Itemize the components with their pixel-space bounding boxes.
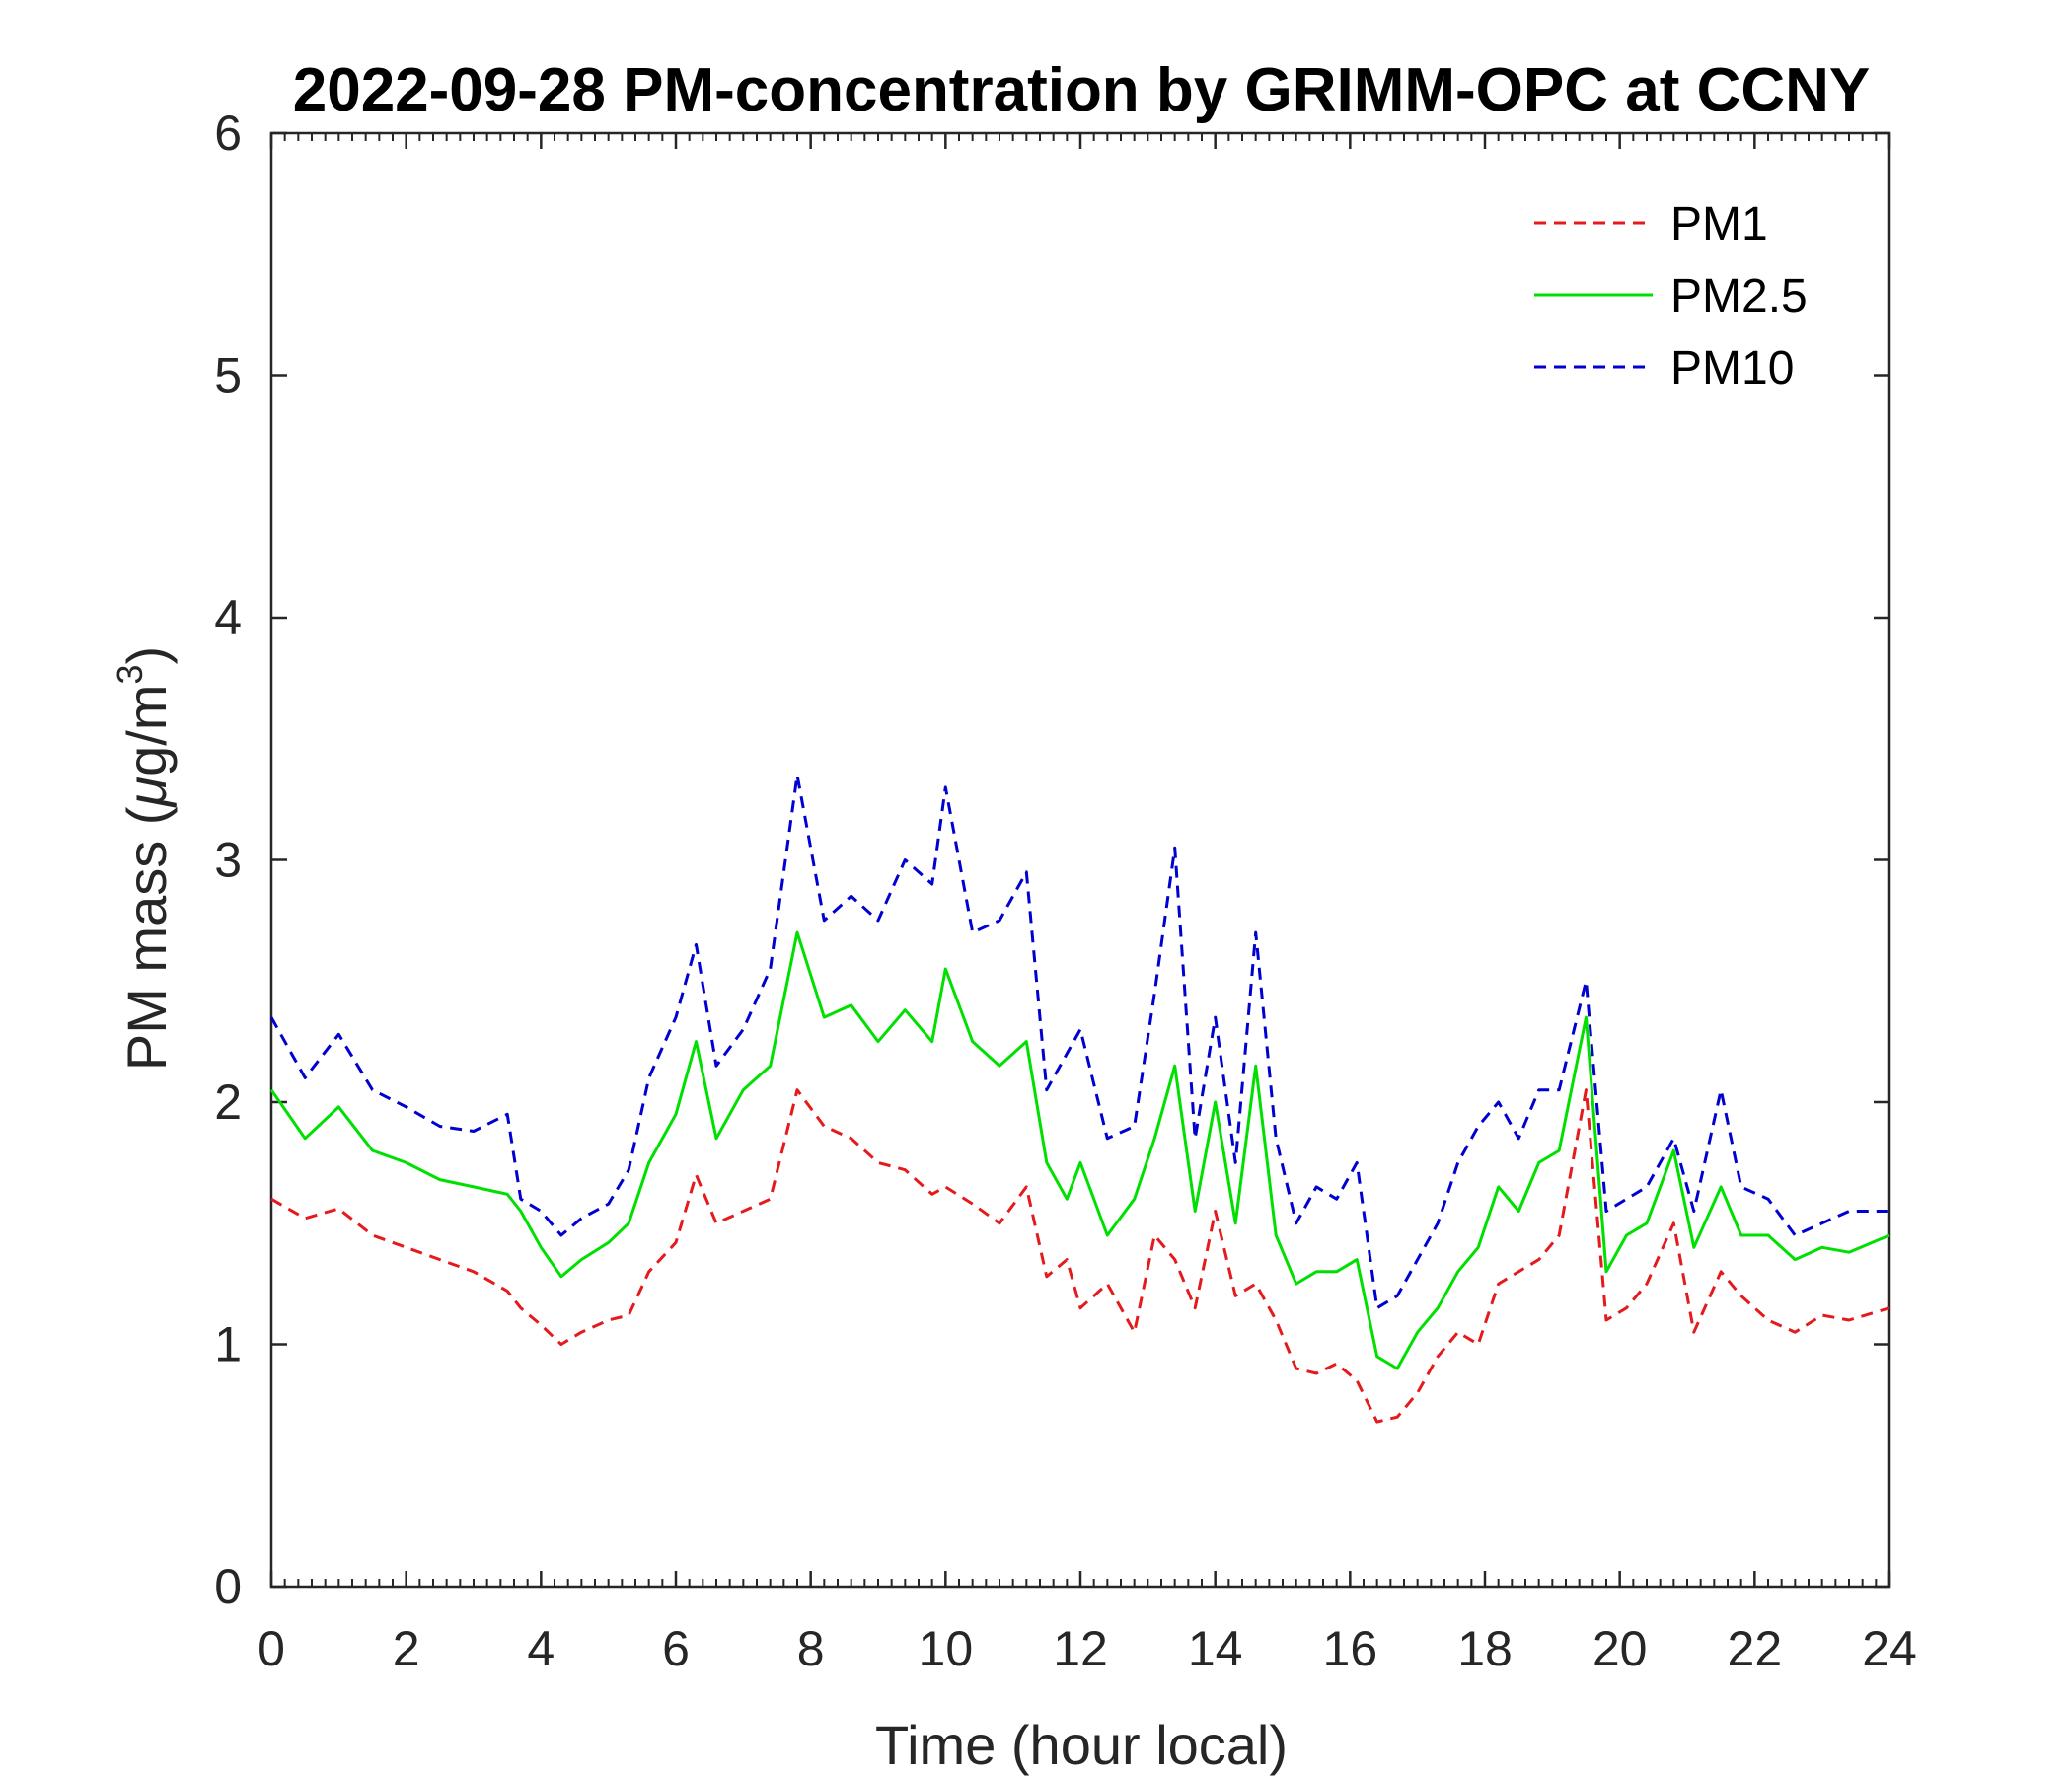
x-tick-label: 0 xyxy=(258,1621,285,1676)
legend: PM1 PM2.5 PM10 xyxy=(1534,198,1808,395)
x-tick-label: 8 xyxy=(797,1621,825,1676)
y-axis-label-unit: g/m xyxy=(115,685,178,777)
y-tick-label: 2 xyxy=(214,1074,242,1130)
major-ticks xyxy=(269,131,1891,1589)
y-tick-label: 0 xyxy=(214,1559,242,1614)
x-tick-label: 10 xyxy=(919,1621,974,1676)
x-tick-label: 20 xyxy=(1592,1621,1648,1676)
x-tick-label: 16 xyxy=(1323,1621,1378,1676)
legend-label-pm1: PM1 xyxy=(1670,198,1768,251)
y-axis-label-close: ) xyxy=(115,646,178,665)
x-tick-label: 4 xyxy=(527,1621,555,1676)
x-tick-label: 12 xyxy=(1053,1621,1108,1676)
y-axis-label-mu: μ xyxy=(115,777,178,809)
y-tick-label: 3 xyxy=(214,833,242,888)
x-tick-label: 14 xyxy=(1188,1621,1243,1676)
chart-title: 2022-09-28 PM-concentration by GRIMM-OPC… xyxy=(293,56,1871,124)
plot-area-border xyxy=(269,131,1891,1589)
minor-ticks xyxy=(283,133,1878,1587)
y-axis-label: PM mass (μg/m3) xyxy=(110,646,178,1071)
y-axis-label-superscript: 3 xyxy=(110,665,150,685)
x-tick-label: 2 xyxy=(393,1621,420,1676)
plot-frame xyxy=(269,131,1891,1589)
x-tick-label: 24 xyxy=(1862,1621,1917,1676)
x-tick-label: 18 xyxy=(1457,1621,1513,1676)
y-tick-label: 4 xyxy=(214,590,242,645)
x-axis-label: Time (hour local) xyxy=(875,1714,1288,1776)
x-tick-label: 6 xyxy=(662,1621,690,1676)
y-tick-label: 5 xyxy=(214,348,242,404)
y-tick-label: 1 xyxy=(214,1317,242,1372)
y-tick-labels: 0 1 2 3 4 5 6 xyxy=(214,106,242,1614)
x-tick-label: 22 xyxy=(1728,1621,1783,1676)
legend-label-pm2-5: PM2.5 xyxy=(1670,270,1808,323)
legend-label-pm10: PM10 xyxy=(1670,342,1794,395)
series-line-pm1 xyxy=(270,1088,1890,1424)
x-tick-labels: 0 2 4 6 8 10 12 14 16 18 20 22 24 xyxy=(258,1621,1917,1676)
y-tick-label: 6 xyxy=(214,106,242,161)
series-line-pm2-5 xyxy=(269,930,1890,1370)
y-axis-label-main: PM mass ( xyxy=(115,806,178,1071)
series-lines xyxy=(269,774,1890,1424)
series-line-pm10 xyxy=(269,774,1889,1310)
